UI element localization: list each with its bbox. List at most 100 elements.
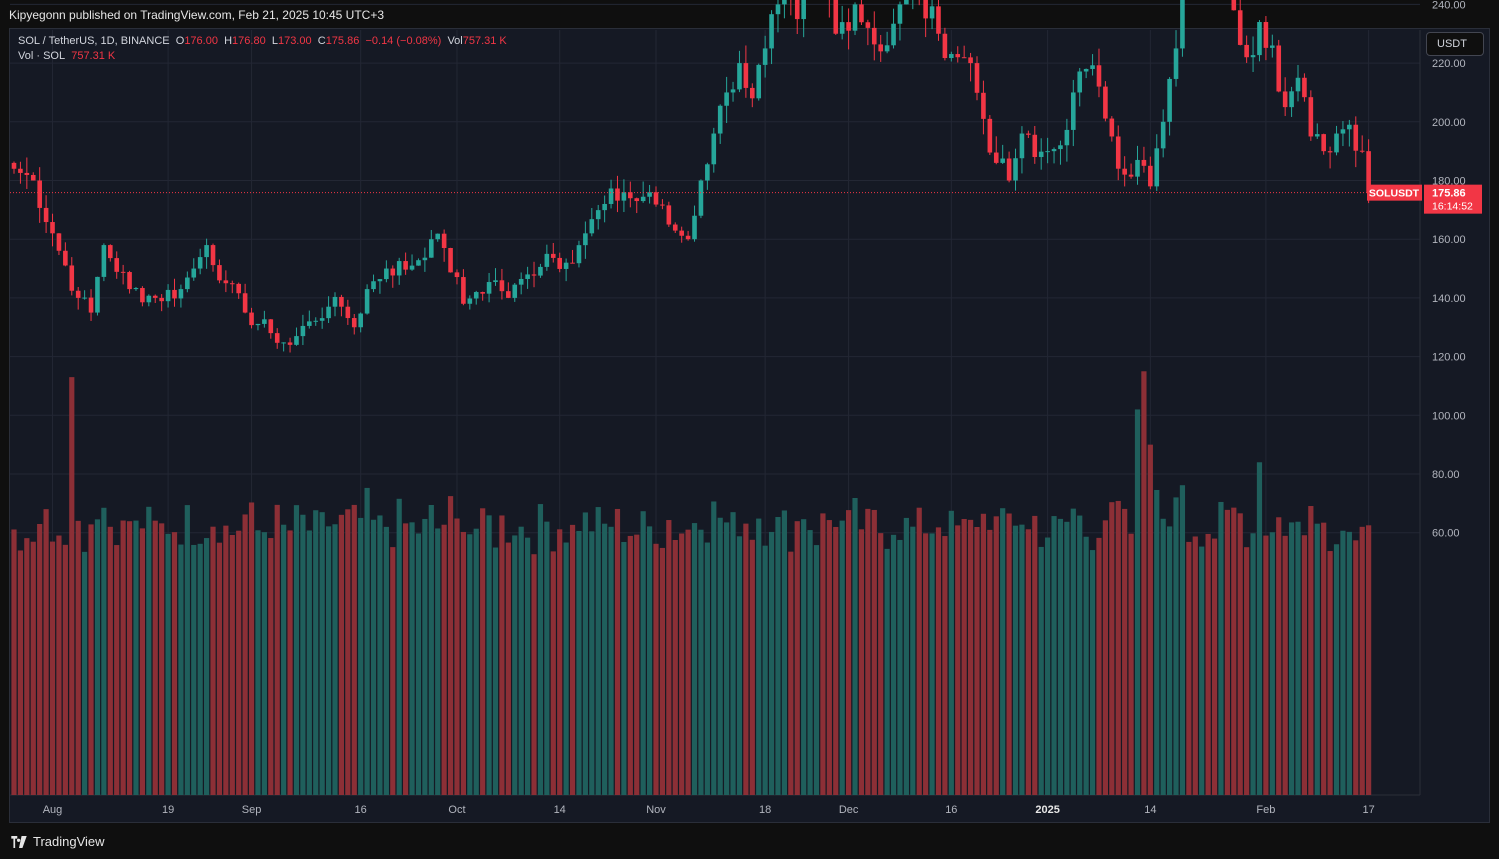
candle-body <box>69 265 75 291</box>
volume-bar <box>691 523 698 795</box>
volume-bar <box>287 530 293 795</box>
volume-bar <box>216 542 223 795</box>
volume-bar <box>88 524 94 795</box>
volume-bar <box>813 545 820 795</box>
y-tick-label: 200.00 <box>1432 117 1466 129</box>
candle-body <box>1135 159 1140 177</box>
currency-button[interactable]: USDT <box>1426 32 1484 56</box>
volume-bar <box>884 548 890 795</box>
candle-body <box>281 342 286 344</box>
volume-bar <box>184 505 190 795</box>
candle-body <box>1231 0 1237 11</box>
volume-bar <box>492 547 499 795</box>
candle-body <box>461 277 466 304</box>
candle-body <box>396 261 402 276</box>
volume-bar <box>1109 502 1115 795</box>
candle-body <box>255 323 261 326</box>
candle-body <box>615 188 620 201</box>
candle-body <box>1334 133 1339 153</box>
candle-body <box>217 265 222 281</box>
volume-bar <box>422 518 428 795</box>
candle-body <box>140 288 145 303</box>
volume-bar <box>595 507 601 795</box>
volume-bar <box>223 525 229 795</box>
tradingview-logo[interactable]: TradingView <box>10 834 105 849</box>
volume-bar <box>640 511 646 795</box>
volume-bar <box>929 533 935 795</box>
volume-bar <box>364 487 370 795</box>
volume-bar <box>1269 532 1275 795</box>
candle-body <box>287 342 293 345</box>
candle-body <box>191 268 197 278</box>
candle-body <box>223 280 229 284</box>
candle-body <box>897 4 903 24</box>
volume-bar <box>852 497 858 795</box>
y-tick-label: 220.00 <box>1432 58 1466 70</box>
volume-bar <box>358 517 364 795</box>
candle-body <box>1128 174 1134 177</box>
volume-bar <box>274 504 280 795</box>
legend-symbol[interactable]: SOL / TetherUS, 1D, BINANCE <box>18 35 170 47</box>
candle-body <box>108 245 113 259</box>
candle-body <box>236 283 241 294</box>
candle-body <box>583 233 588 246</box>
candle-body <box>942 33 948 59</box>
volume-bar <box>69 377 75 795</box>
candle-body <box>480 292 485 294</box>
volume-bar <box>345 509 351 795</box>
candle-body <box>666 205 672 225</box>
volume-bar <box>396 498 402 795</box>
x-tick-label: 14 <box>554 804 566 816</box>
candle-body <box>159 297 164 302</box>
candle-body <box>782 0 787 5</box>
volume-bar <box>473 528 479 795</box>
volume-bar <box>666 520 672 795</box>
candle-body <box>384 268 389 280</box>
candle-body <box>756 64 762 99</box>
candle-body <box>884 45 890 52</box>
candle-body <box>364 289 370 314</box>
volume-bar <box>1192 536 1198 795</box>
volume-bar <box>197 543 203 795</box>
volume-bar <box>794 521 800 795</box>
volume-bar <box>685 529 691 795</box>
volume-bar <box>165 533 171 795</box>
legend-volume-series[interactable]: Vol · SOL <box>18 50 66 62</box>
candle-body <box>929 6 935 19</box>
bottom-bar <box>0 825 1499 859</box>
candle-body <box>37 180 42 208</box>
volume-bar <box>955 525 961 795</box>
volume-bar <box>300 514 306 795</box>
candle-body <box>595 210 601 220</box>
volume-bar <box>242 514 248 795</box>
candle-body <box>1154 148 1160 187</box>
candle-body <box>775 4 781 15</box>
candle-body <box>1276 45 1282 92</box>
candle-body <box>750 87 755 99</box>
candle-body <box>833 0 839 34</box>
volume-bar <box>152 520 158 795</box>
volume-bar <box>1353 540 1359 795</box>
volume-bar <box>569 524 576 795</box>
candle-body <box>499 280 505 292</box>
volume-bar <box>383 526 389 795</box>
volume-bar <box>1051 516 1057 795</box>
volume-bar <box>486 515 492 795</box>
x-tick-label: 17 <box>1362 804 1374 816</box>
candle-body <box>544 253 550 267</box>
volume-bar <box>480 508 486 795</box>
candle-body <box>377 279 383 282</box>
volume-bar <box>248 502 255 795</box>
volume-bar <box>717 517 723 795</box>
candle-body <box>762 48 768 65</box>
candle-body <box>557 257 562 269</box>
volume-bar <box>1102 520 1108 795</box>
volume-bar <box>557 529 563 795</box>
volume-bar <box>1321 522 1327 795</box>
candle-body <box>409 265 415 270</box>
volume-bar <box>281 524 287 795</box>
candle-body <box>647 192 652 197</box>
volume-bar <box>1032 515 1038 795</box>
legend-low-value: 173.00 <box>277 35 312 47</box>
